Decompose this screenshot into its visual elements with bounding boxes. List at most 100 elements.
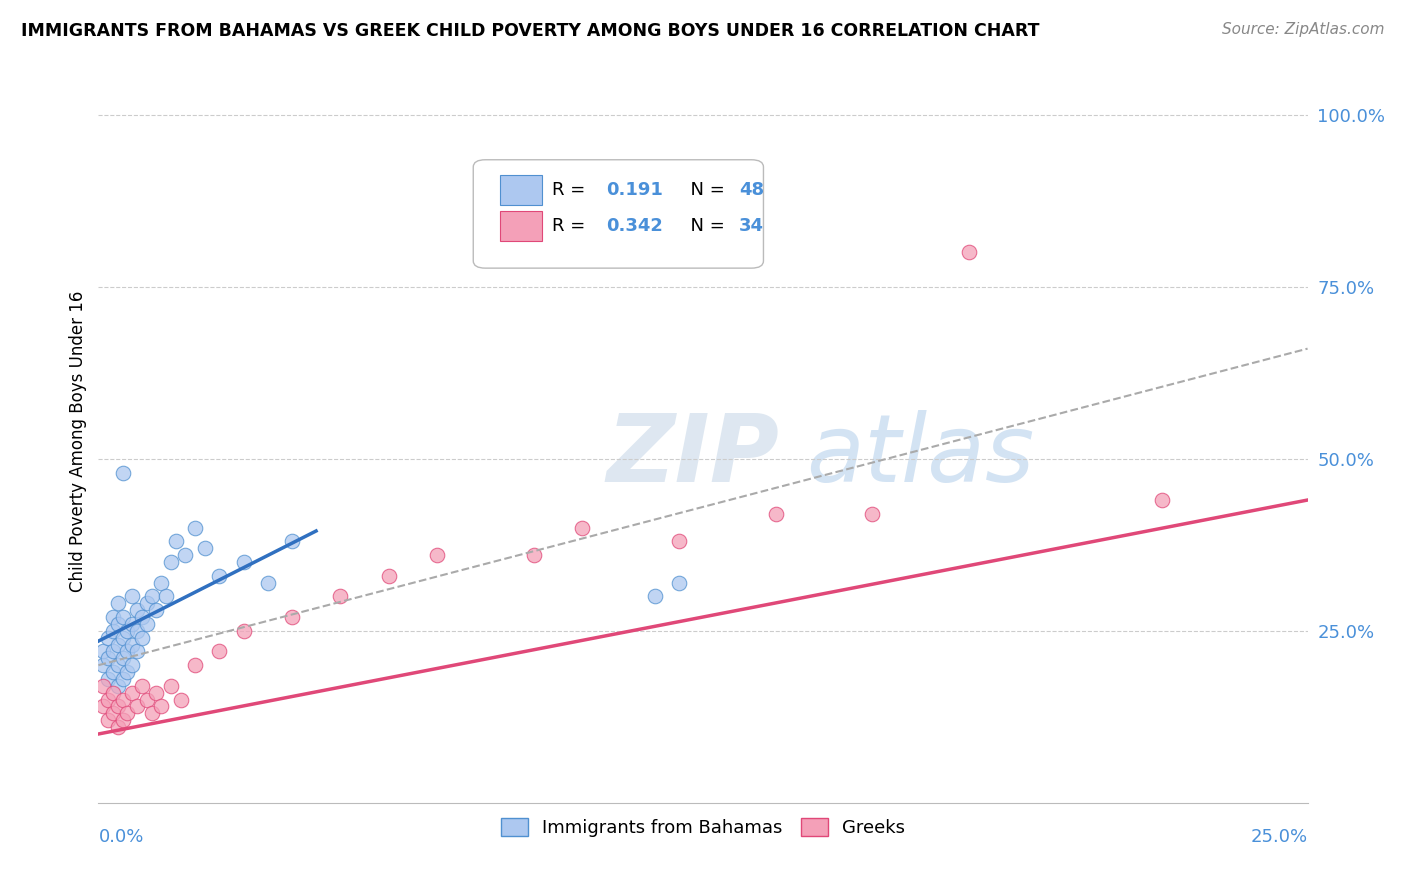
Point [141, 706, 163, 721]
Point [97, 651, 120, 665]
Point [329, 590, 352, 604]
Point [145, 686, 167, 700]
Point [184, 520, 207, 534]
Point [97, 672, 120, 686]
Text: 25.0%: 25.0% [1250, 828, 1308, 847]
Point [107, 638, 129, 652]
Point [117, 706, 139, 721]
Point [91, 699, 114, 714]
Point [135, 692, 157, 706]
Text: N =: N = [679, 218, 730, 235]
Point [127, 644, 149, 658]
Point [97, 631, 120, 645]
Point [101, 706, 124, 721]
Text: IMMIGRANTS FROM BAHAMAS VS GREEK CHILD POVERTY AMONG BOYS UNDER 16 CORRELATION C: IMMIGRANTS FROM BAHAMAS VS GREEK CHILD P… [21, 22, 1039, 40]
Y-axis label: Child Poverty Among Boys Under 16: Child Poverty Among Boys Under 16 [69, 291, 87, 592]
Text: 34: 34 [740, 218, 765, 235]
Text: 0.342: 0.342 [606, 218, 664, 235]
Point [101, 624, 124, 638]
Point [150, 575, 173, 590]
Point [107, 720, 129, 734]
Point [145, 603, 167, 617]
Point [281, 534, 304, 549]
Point [121, 638, 143, 652]
Point [135, 596, 157, 610]
Point [232, 624, 254, 638]
Point [127, 699, 149, 714]
Point [208, 644, 231, 658]
Text: N =: N = [679, 181, 730, 199]
Point [101, 644, 124, 658]
Point [107, 699, 129, 714]
Point [155, 590, 177, 604]
Point [426, 548, 449, 562]
Point [117, 624, 139, 638]
Point [160, 679, 183, 693]
Point [668, 575, 690, 590]
FancyBboxPatch shape [501, 175, 543, 205]
Point [97, 713, 120, 727]
Point [150, 699, 173, 714]
Point [107, 596, 129, 610]
Point [668, 534, 690, 549]
Point [91, 644, 114, 658]
Point [135, 616, 157, 631]
Point [107, 679, 129, 693]
Point [208, 568, 231, 582]
Text: atlas: atlas [806, 410, 1033, 501]
Point [117, 644, 139, 658]
Text: R =: R = [551, 218, 591, 235]
Point [107, 616, 129, 631]
Legend: Immigrants from Bahamas, Greeks: Immigrants from Bahamas, Greeks [494, 811, 912, 845]
Point [1152, 493, 1174, 508]
FancyBboxPatch shape [501, 211, 543, 242]
Point [644, 590, 666, 604]
Point [111, 692, 134, 706]
Point [184, 658, 207, 673]
Point [111, 672, 134, 686]
Point [232, 555, 254, 569]
Text: 0.0%: 0.0% [98, 828, 143, 847]
Point [194, 541, 217, 556]
Point [127, 624, 149, 638]
Point [97, 692, 120, 706]
Point [256, 575, 278, 590]
Point [141, 590, 163, 604]
Point [111, 651, 134, 665]
Text: 48: 48 [740, 181, 765, 199]
Point [101, 686, 124, 700]
Point [165, 534, 187, 549]
Point [91, 658, 114, 673]
Point [174, 548, 197, 562]
Point [131, 679, 153, 693]
Point [91, 679, 114, 693]
Point [860, 507, 883, 521]
Point [111, 631, 134, 645]
Point [160, 555, 183, 569]
Point [121, 686, 143, 700]
Point [377, 568, 399, 582]
Text: R =: R = [551, 181, 591, 199]
Point [127, 603, 149, 617]
Point [111, 466, 134, 480]
Point [765, 507, 787, 521]
Text: Source: ZipAtlas.com: Source: ZipAtlas.com [1222, 22, 1385, 37]
Text: ZIP: ZIP [606, 410, 779, 502]
Point [121, 590, 143, 604]
Point [131, 610, 153, 624]
Text: 0.191: 0.191 [606, 181, 664, 199]
Point [131, 631, 153, 645]
Point [111, 610, 134, 624]
Point [121, 658, 143, 673]
Point [169, 692, 191, 706]
Point [121, 616, 143, 631]
Point [107, 658, 129, 673]
Point [281, 610, 304, 624]
Point [101, 610, 124, 624]
Point [957, 245, 980, 260]
Point [117, 665, 139, 679]
FancyBboxPatch shape [474, 160, 763, 268]
Point [101, 665, 124, 679]
Point [523, 548, 546, 562]
Point [571, 520, 593, 534]
